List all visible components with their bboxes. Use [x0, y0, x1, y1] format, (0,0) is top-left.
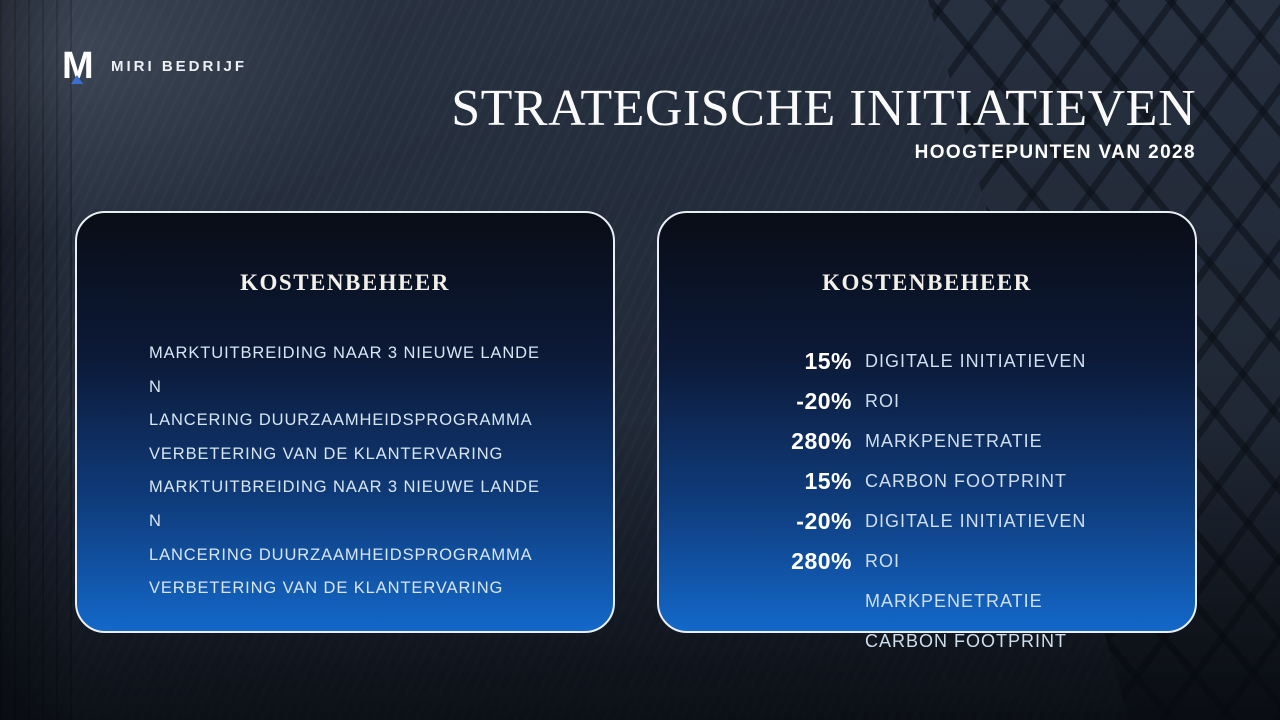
- list-item: LANCERING DUURZAAMHEIDSPROGRAMMA: [149, 545, 533, 564]
- list-item: VERBETERING VAN DE KLANTERVARING: [149, 444, 504, 463]
- logo-triangle-icon: [71, 75, 83, 84]
- initiatives-list: MARKTUITBREIDING NAAR 3 NIEUWE LANDE N L…: [149, 337, 573, 606]
- list-item: MARKTUITBREIDING NAAR 3 NIEUWE LANDE: [149, 478, 540, 497]
- brand-logo-mark: M: [62, 47, 94, 85]
- stat-label: CARBON FOOTPRINT: [865, 630, 1068, 651]
- stat-value: 15%: [804, 467, 852, 494]
- list-item: N: [149, 511, 162, 530]
- cards-row: KOSTENBEHEER MARKTUITBREIDING NAAR 3 NIE…: [75, 211, 1197, 651]
- stat-label: DIGITALE INITIATIEVEN: [865, 350, 1087, 371]
- stat-row: MARKPENETRATIE: [694, 581, 1195, 621]
- stat-label: ROI: [865, 550, 901, 571]
- list-item: MARKTUITBREIDING NAAR 3 NIEUWE LANDE: [149, 344, 540, 362]
- stat-value: -20%: [796, 387, 852, 414]
- stat-row: -20% ROI: [694, 381, 1195, 421]
- brand-logo: M MIRI BEDRIJF: [62, 47, 248, 85]
- stat-row: CARBON FOOTPRINT: [694, 621, 1195, 661]
- stat-value: -20%: [796, 507, 852, 534]
- stat-row: 15% DIGITALE INITIATIEVEN: [694, 341, 1195, 381]
- background-building-left: [0, 0, 72, 720]
- stat-row: 15% CARBON FOOTPRINT: [694, 461, 1195, 501]
- stat-row: 280% ROI: [694, 541, 1195, 581]
- metrics-card: KOSTENBEHEER 15% DIGITALE INITIATIEVEN -…: [657, 211, 1197, 651]
- stat-value: 280%: [791, 547, 852, 574]
- page-title: STRATEGISCHE INITIATIEVEN: [451, 80, 1196, 137]
- stat-label: DIGITALE INITIATIEVEN: [865, 510, 1087, 531]
- stat-row: -20% DIGITALE INITIATIEVEN: [694, 501, 1195, 541]
- initiatives-card: KOSTENBEHEER MARKTUITBREIDING NAAR 3 NIE…: [75, 211, 615, 633]
- list-item: N: [149, 377, 162, 396]
- slide-header: STRATEGISCHE INITIATIEVEN HOOGTEPUNTEN V…: [451, 82, 1196, 164]
- metrics-list: 15% DIGITALE INITIATIEVEN -20% ROI 280% …: [659, 341, 1195, 661]
- stat-value: 280%: [791, 427, 852, 454]
- card-heading: KOSTENBEHEER: [822, 270, 1032, 295]
- list-item: LANCERING DUURZAAMHEIDSPROGRAMMA: [149, 411, 533, 430]
- stat-label: MARKPENETRATIE: [865, 430, 1043, 451]
- stat-label: MARKPENETRATIE: [865, 590, 1043, 611]
- brand-name: MIRI BEDRIJF: [111, 57, 248, 75]
- stat-label: CARBON FOOTPRINT: [865, 470, 1068, 491]
- card-heading: KOSTENBEHEER: [240, 270, 450, 295]
- stat-label: ROI: [865, 390, 901, 411]
- stat-row: 280% MARKPENETRATIE: [694, 421, 1195, 461]
- stat-value: 15%: [804, 347, 852, 374]
- list-item: VERBETERING VAN DE KLANTERVARING: [149, 579, 504, 598]
- page-subtitle: HOOGTEPUNTEN VAN 2028: [914, 142, 1196, 164]
